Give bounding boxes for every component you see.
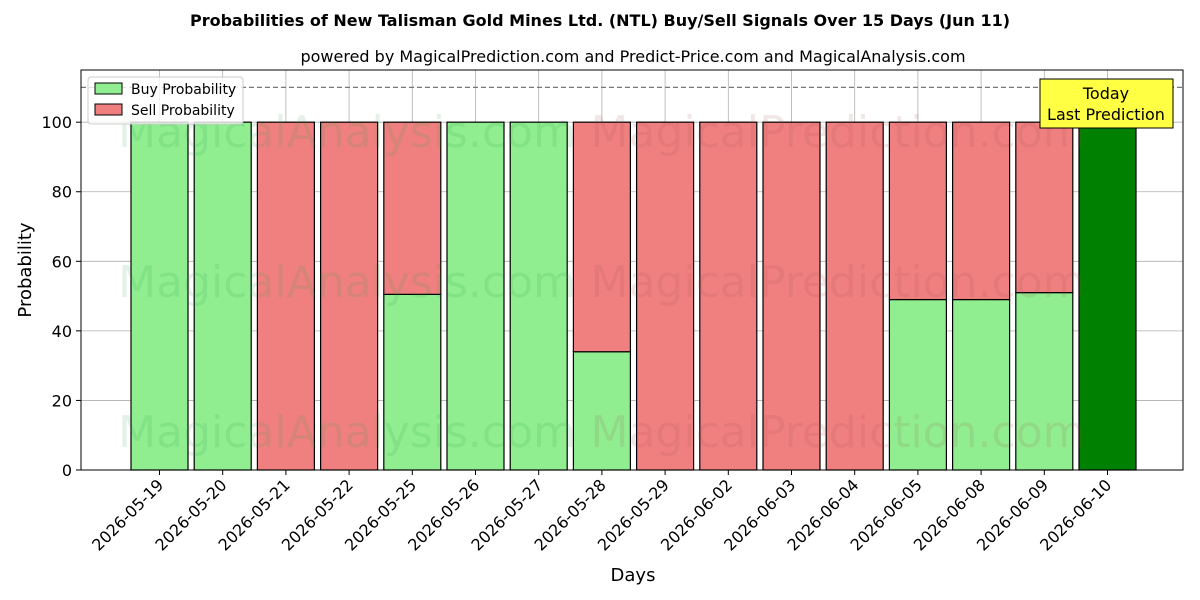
- x-axis-label: Days: [611, 565, 656, 586]
- annotation-box: [1039, 78, 1174, 129]
- watermarks: MagicalAnalysis.com MagicalPrediction.com…: [118, 107, 1085, 458]
- y-tick-label: 40: [52, 322, 72, 341]
- buy-bar-2026-06-08: [951, 298, 1011, 471]
- legend-label-buy: Buy Probability: [131, 82, 236, 98]
- sell-bar-2026-06-02: [699, 121, 758, 471]
- sell-bar-2026-06-09: [1015, 121, 1074, 294]
- watermark-text: MagicalPrediction.com: [591, 407, 1086, 458]
- watermark-text: MagicalPrediction.com: [591, 107, 1086, 158]
- y-axis-label: Probability: [15, 222, 36, 317]
- y-tick-label: 80: [52, 183, 72, 202]
- sell-bar-2026-05-28: [572, 121, 632, 353]
- sell-bar-2026-06-04: [825, 121, 884, 471]
- legend: Buy Probability Sell Probability: [87, 76, 244, 125]
- today-annotation: Today Last Prediction: [1039, 78, 1174, 129]
- y-tick-label: 100: [41, 113, 72, 132]
- y-tick-label: 20: [52, 391, 72, 410]
- legend-label-sell: Sell Probability: [131, 103, 235, 119]
- sell-bar-2026-06-08: [951, 121, 1011, 301]
- sell-bar-2026-05-21: [256, 121, 315, 471]
- sell-bar-2026-06-05: [888, 121, 948, 301]
- watermark-text: MagicalPrediction.com: [591, 257, 1086, 308]
- chart-subtitle: powered by MagicalPrediction.com and Pre…: [300, 47, 965, 66]
- sell-bar-2026-05-22: [320, 121, 379, 471]
- buy-bar-2026-05-27: [509, 121, 568, 471]
- sell-bar-2026-06-03: [762, 121, 821, 471]
- y-tick-label: 0: [62, 461, 72, 480]
- x-axis: 2026-05-192026-05-202026-05-212026-05-22…: [88, 470, 1115, 555]
- chart-title: Probabilities of New Talisman Gold Mines…: [190, 11, 1010, 30]
- legend-box: [87, 76, 244, 125]
- bars: [130, 121, 1137, 471]
- watermark-text: MagicalAnalysis.com: [118, 257, 576, 308]
- y-tick-label: 60: [52, 252, 72, 271]
- watermark-text: MagicalAnalysis.com: [118, 407, 576, 458]
- buy-bar-2026-05-25: [383, 293, 442, 471]
- buy-bar-2026-06-10: [1078, 121, 1137, 471]
- sell-bar-2026-05-29: [635, 121, 695, 471]
- buy-bar-2026-05-28: [572, 351, 632, 471]
- buy-bar-2026-06-09: [1015, 292, 1074, 471]
- legend-swatch-buy: [94, 82, 123, 95]
- sell-bar-2026-05-25: [383, 121, 442, 295]
- y-axis: 0 20 40 60 80 100: [41, 113, 81, 480]
- buy-bar-2026-05-26: [446, 121, 505, 471]
- legend-swatch-sell: [94, 103, 123, 116]
- annotation-line-1: Today: [1082, 84, 1129, 103]
- plot-frame: [80, 69, 1184, 471]
- annotation-line-2: Last Prediction: [1047, 105, 1165, 124]
- buy-bar-2026-06-05: [888, 298, 948, 471]
